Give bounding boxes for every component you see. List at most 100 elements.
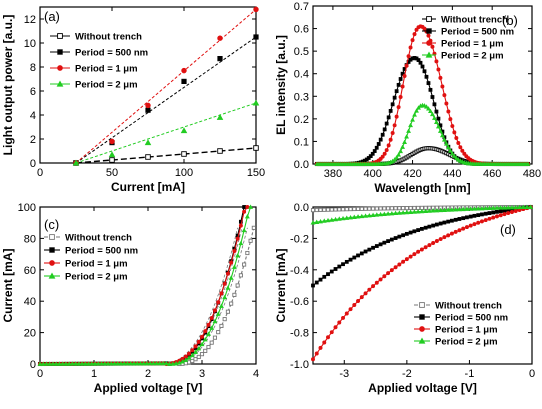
legend-label: Period = 500 nm bbox=[441, 27, 514, 38]
data-point bbox=[181, 67, 187, 74]
data-point bbox=[419, 326, 425, 332]
data-point bbox=[209, 325, 215, 330]
x-tick-label: 0 bbox=[37, 368, 43, 380]
data-point bbox=[368, 154, 373, 159]
data-point bbox=[189, 352, 195, 358]
data-point bbox=[374, 280, 379, 285]
data-point bbox=[242, 262, 247, 267]
data-point bbox=[367, 206, 372, 211]
data-point bbox=[430, 95, 435, 99]
data-point bbox=[449, 151, 455, 156]
data-point bbox=[524, 204, 530, 209]
data-point bbox=[118, 361, 124, 366]
data-point bbox=[170, 361, 176, 366]
data-point bbox=[428, 87, 433, 92]
data-point bbox=[144, 360, 150, 366]
data-point bbox=[451, 153, 457, 158]
data-point bbox=[219, 323, 224, 328]
legend-label: Without trench bbox=[65, 233, 132, 244]
data-point bbox=[225, 285, 231, 290]
data-point bbox=[325, 217, 331, 223]
data-point bbox=[186, 360, 192, 365]
data-point bbox=[217, 148, 223, 154]
data-point bbox=[402, 74, 407, 78]
panel-b: 380 400 420 440 460 480 0.0 0.1 0.2 0.3 0.4 0.5 0.6 0… bbox=[274, 1, 541, 195]
data-point bbox=[487, 211, 492, 215]
y-tick-label: 0.5 bbox=[294, 46, 309, 58]
data-point bbox=[408, 205, 413, 211]
data-point bbox=[251, 225, 256, 230]
data-point bbox=[206, 331, 211, 336]
y-axis-title: Light output power [a.u.] bbox=[1, 15, 15, 156]
data-point bbox=[199, 352, 205, 357]
data-point bbox=[225, 271, 230, 276]
data-point bbox=[438, 221, 443, 226]
plot-frame bbox=[312, 5, 533, 165]
data-point bbox=[329, 269, 334, 274]
data-point bbox=[397, 234, 402, 239]
data-point bbox=[382, 274, 387, 279]
data-point bbox=[311, 283, 315, 288]
data-point bbox=[336, 216, 342, 221]
data-point bbox=[425, 51, 433, 58]
x-tick-label: 480 bbox=[523, 168, 541, 180]
data-point bbox=[238, 273, 243, 278]
data-point bbox=[389, 206, 394, 211]
data-point bbox=[416, 228, 421, 232]
data-point bbox=[367, 287, 372, 292]
y-tick-label: 60 bbox=[24, 265, 36, 277]
legend-label: Period = 1 μm bbox=[441, 39, 504, 50]
y-axis-title: Current [mA] bbox=[274, 248, 288, 322]
data-point bbox=[232, 292, 237, 297]
y-tick-label: 4 bbox=[30, 110, 36, 122]
data-point bbox=[108, 361, 114, 366]
data-point bbox=[400, 144, 406, 149]
data-point bbox=[325, 207, 331, 212]
data-point bbox=[229, 260, 234, 265]
data-point bbox=[430, 111, 435, 117]
data-point bbox=[321, 218, 327, 223]
x-axis-title: Wavelength [nm] bbox=[374, 181, 470, 195]
data-point bbox=[310, 208, 316, 213]
data-point bbox=[229, 301, 234, 306]
series-line bbox=[73, 6, 259, 166]
legend: Without trench Period = 500 nm Period = 1 … bbox=[50, 32, 148, 91]
data-point bbox=[363, 291, 368, 296]
data-point bbox=[427, 243, 432, 248]
series-line bbox=[72, 99, 260, 166]
data-point bbox=[378, 242, 383, 247]
data-point bbox=[382, 206, 387, 211]
data-point bbox=[468, 214, 473, 219]
data-point bbox=[99, 361, 104, 366]
data-point bbox=[461, 216, 466, 221]
data-point bbox=[141, 360, 147, 366]
y-tick-label: -0.8 bbox=[290, 328, 309, 340]
data-point bbox=[348, 214, 353, 220]
data-point bbox=[145, 154, 151, 160]
data-point bbox=[318, 218, 323, 224]
series-line bbox=[38, 205, 250, 366]
legend: Without trench Period = 500 nm Period = 1 … bbox=[44, 233, 138, 283]
data-point bbox=[82, 361, 88, 366]
data-point bbox=[483, 205, 489, 211]
data-point bbox=[445, 207, 451, 212]
data-point bbox=[389, 268, 394, 273]
data-point bbox=[468, 223, 473, 228]
data-point bbox=[389, 237, 394, 242]
x-tick-label: 380 bbox=[324, 168, 342, 180]
y-tick-label: -0.6 bbox=[290, 296, 309, 308]
x-tick-label: 150 bbox=[247, 167, 265, 179]
data-point bbox=[115, 361, 121, 366]
data-point bbox=[423, 245, 428, 250]
data-point bbox=[209, 315, 214, 320]
data-point bbox=[382, 127, 387, 132]
data-point bbox=[340, 215, 346, 221]
legend-label: Without trench bbox=[75, 32, 142, 43]
data-point bbox=[416, 58, 421, 62]
data-point bbox=[404, 63, 409, 68]
data-point bbox=[426, 81, 431, 85]
data-point bbox=[341, 315, 346, 320]
data-point bbox=[457, 228, 462, 233]
data-point bbox=[337, 320, 342, 325]
data-point bbox=[509, 210, 514, 214]
